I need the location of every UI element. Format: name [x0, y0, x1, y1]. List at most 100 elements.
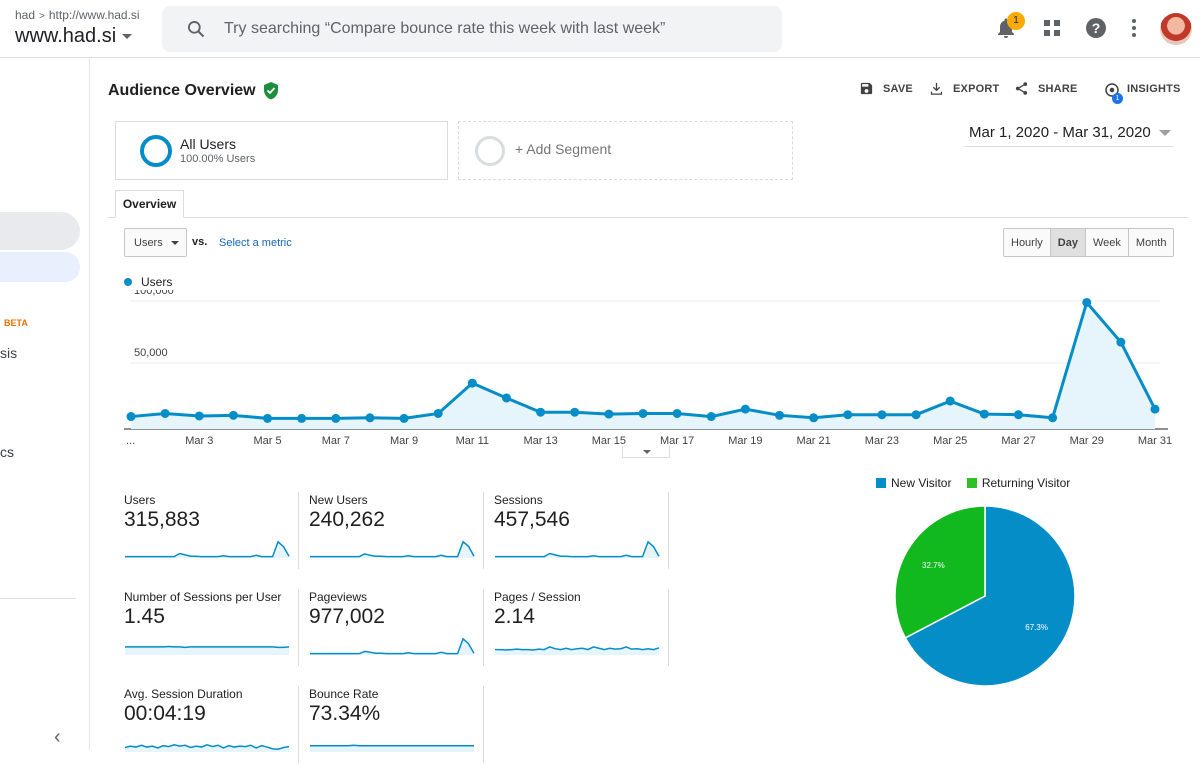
data-point[interactable] [741, 405, 750, 414]
select-metric-link[interactable]: Select a metric [219, 237, 292, 249]
pie-slice-label: 67.3% [1025, 623, 1048, 632]
data-point[interactable] [229, 411, 238, 420]
vs-label: vs. [192, 236, 207, 248]
x-tick-label: Mar 5 [253, 435, 281, 447]
chart-expand-handle[interactable] [622, 446, 670, 458]
data-point[interactable] [263, 414, 272, 423]
export-button[interactable]: EXPORT [953, 83, 999, 95]
data-point[interactable] [843, 410, 852, 419]
data-point[interactable] [161, 409, 170, 418]
tile-divider [668, 492, 669, 569]
granularity-day[interactable]: Day [1051, 229, 1086, 256]
data-point[interactable] [365, 413, 374, 422]
data-point[interactable] [604, 410, 613, 419]
data-point[interactable] [639, 409, 648, 418]
data-point[interactable] [1082, 298, 1091, 307]
metric-sparkline [309, 539, 475, 559]
data-point[interactable] [1048, 413, 1057, 422]
sidebar-item-metrics[interactable]: cs [0, 444, 14, 460]
data-point[interactable] [434, 409, 443, 418]
sparkline-line [310, 639, 474, 654]
add-segment-button[interactable]: + Add Segment [458, 121, 793, 180]
sidebar-item-active[interactable] [0, 212, 80, 250]
data-point[interactable] [331, 414, 340, 423]
metric-sparkline [494, 539, 660, 559]
y-tick-label: 50,000 [134, 347, 168, 359]
data-point[interactable] [536, 408, 545, 417]
avatar[interactable] [1160, 13, 1192, 45]
data-point[interactable] [1116, 338, 1125, 347]
save-button[interactable]: SAVE [883, 83, 913, 95]
more-vert-icon[interactable] [1122, 16, 1146, 40]
apps-grid-icon[interactable] [1040, 16, 1064, 40]
help-icon[interactable]: ? [1084, 16, 1108, 40]
metric-value: 00:04:19 [124, 702, 206, 726]
data-point[interactable] [673, 409, 682, 418]
granularity-month[interactable]: Month [1129, 229, 1174, 256]
sidebar-item-analysis[interactable]: sis [0, 345, 17, 361]
share-button[interactable]: SHARE [1038, 83, 1078, 95]
data-point[interactable] [502, 393, 511, 402]
data-point[interactable] [1151, 405, 1160, 414]
data-point[interactable] [400, 414, 409, 423]
tab-bar-line [108, 217, 1188, 218]
insights-label: INSIGHTS [1127, 83, 1181, 95]
metric-sparkline [494, 636, 660, 656]
breadcrumb-chevron-icon: > [39, 11, 45, 22]
insights-button[interactable]: INSIGHTS [1127, 83, 1181, 95]
date-range-picker[interactable]: Mar 1, 2020 - Mar 31, 2020 [969, 124, 1171, 141]
data-point[interactable] [468, 379, 477, 388]
collapse-sidebar-icon[interactable]: ‹ [54, 726, 61, 749]
account-breadcrumb[interactable]: had>http://www.had.si [15, 8, 140, 22]
sidebar-divider [0, 598, 76, 599]
segment-share: 100.00% Users [180, 153, 255, 165]
granularity-hourly[interactable]: Hourly [1004, 229, 1051, 256]
metric-select[interactable]: Users [124, 228, 187, 257]
data-point[interactable] [1014, 410, 1023, 419]
data-point[interactable] [195, 411, 204, 420]
data-point[interactable] [775, 411, 784, 420]
data-point[interactable] [877, 410, 886, 419]
metric-value: 977,002 [309, 605, 385, 629]
caret-down-icon [1159, 130, 1171, 136]
metric-label: Sessions [494, 493, 543, 507]
metric-label: Number of Sessions per User [124, 590, 281, 604]
date-range-label: Mar 1, 2020 - Mar 31, 2020 [969, 124, 1151, 141]
metric-sparkline [124, 539, 290, 559]
data-point[interactable] [946, 397, 955, 406]
sparkline-line [310, 542, 474, 557]
segment-all-users[interactable]: All Users 100.00% Users [115, 121, 448, 180]
save-label: SAVE [883, 83, 913, 95]
sparkline-area [495, 542, 659, 558]
search-input[interactable] [224, 6, 764, 52]
tab-overview[interactable]: Overview [115, 190, 184, 218]
notification-badge: 1 [1007, 12, 1025, 30]
page-title: Audience Overview [108, 82, 256, 100]
sidebar-item-selected[interactable] [0, 252, 80, 282]
x-tick-label: Mar 29 [1070, 435, 1104, 447]
data-point[interactable] [912, 410, 921, 419]
view-selector[interactable]: www.had.si [15, 25, 132, 48]
pie-legend: New Visitor Returning Visitor [876, 476, 1070, 490]
segment-name: All Users [180, 136, 236, 152]
data-point[interactable] [297, 414, 306, 423]
data-point[interactable] [707, 412, 716, 421]
data-point[interactable] [980, 410, 989, 419]
empty-segment-ring-icon [475, 136, 505, 166]
granularity-week[interactable]: Week [1086, 229, 1129, 256]
search-box[interactable] [162, 6, 782, 52]
add-segment-label: + Add Segment [515, 141, 611, 157]
data-point[interactable] [127, 412, 136, 421]
x-tick-label: Mar 25 [933, 435, 967, 447]
data-point[interactable] [809, 413, 818, 422]
data-point[interactable] [570, 408, 579, 417]
